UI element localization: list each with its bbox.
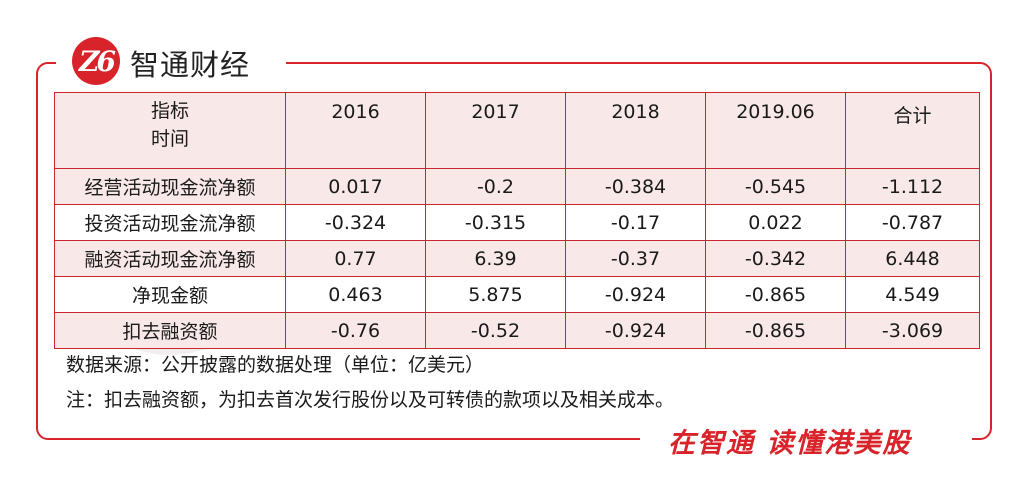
table-cell: -3.069 — [845, 312, 980, 349]
table-row: 经营活动现金流净额 0.017 -0.2 -0.384 -0.545 -1.11… — [54, 168, 980, 205]
table-cell: -0.315 — [425, 204, 566, 241]
table-cell: 6.448 — [845, 240, 980, 277]
table-row: 扣去融资额 -0.76 -0.52 -0.924 -0.865 -3.069 — [54, 312, 980, 349]
brand-logo-icon: Z6 — [72, 37, 120, 85]
remark-note: 注：扣去融资额，为扣去首次发行股份以及可转债的款项以及相关成本。 — [66, 389, 675, 411]
table-cell: -0.545 — [705, 168, 846, 205]
row-label: 融资活动现金流净额 — [54, 240, 286, 277]
table-cell: -0.76 — [285, 312, 426, 349]
row-label: 净现金额 — [54, 276, 286, 313]
column-header: 合计 — [845, 92, 980, 169]
table-cell: -0.324 — [285, 204, 426, 241]
table-cell: 0.017 — [285, 168, 426, 205]
table-cell: -0.924 — [565, 276, 706, 313]
table-cell: -0.865 — [705, 276, 846, 313]
cash-flow-table: 指标 时间 2016 2017 2018 2019.06 合计 经营活动现金流净… — [54, 92, 980, 349]
table-row: 净现金额 0.463 5.875 -0.924 -0.865 4.549 — [54, 276, 980, 313]
table-cell: -0.924 — [565, 312, 706, 349]
table-cell: -0.37 — [565, 240, 706, 277]
card-frame — [36, 62, 992, 440]
table-cell: 6.39 — [425, 240, 566, 277]
table-cell: 5.875 — [425, 276, 566, 313]
table-cell: -1.112 — [845, 168, 980, 205]
table-corner-cell: 指标 时间 — [54, 92, 286, 169]
table-cell: -0.2 — [425, 168, 566, 205]
table-cell: 0.77 — [285, 240, 426, 277]
data-source-note: 数据来源：公开披露的数据处理（单位：亿美元） — [66, 354, 485, 376]
column-header: 2018 — [565, 92, 706, 169]
table-cell: -0.787 — [845, 204, 980, 241]
column-header: 2017 — [425, 92, 566, 169]
table-cell: -0.865 — [705, 312, 846, 349]
table-cell: -0.17 — [565, 204, 706, 241]
footer-background — [640, 420, 972, 460]
row-label: 扣去融资额 — [54, 312, 286, 349]
table-cell: 4.549 — [845, 276, 980, 313]
table-header-row: 指标 时间 2016 2017 2018 2019.06 合计 — [54, 92, 980, 169]
brand-slogan: 在智通 读懂港美股 — [668, 428, 912, 459]
table-cell: -0.52 — [425, 312, 566, 349]
column-header: 2016 — [285, 92, 426, 169]
row-label: 经营活动现金流净额 — [54, 168, 286, 205]
table-cell: 0.022 — [705, 204, 846, 241]
brand-name: 智通财经 — [130, 48, 251, 82]
table-row: 投资活动现金流净额 -0.324 -0.315 -0.17 0.022 -0.7… — [54, 204, 980, 241]
corner-label-indicator: 指标 — [150, 100, 189, 122]
row-label: 投资活动现金流净额 — [54, 204, 286, 241]
table-cell: -0.384 — [565, 168, 706, 205]
table-row: 融资活动现金流净额 0.77 6.39 -0.37 -0.342 6.448 — [54, 240, 980, 277]
column-header: 2019.06 — [705, 92, 846, 169]
corner-label-time: 时间 — [150, 128, 189, 150]
table-cell: 0.463 — [285, 276, 426, 313]
table-cell: -0.342 — [705, 240, 846, 277]
